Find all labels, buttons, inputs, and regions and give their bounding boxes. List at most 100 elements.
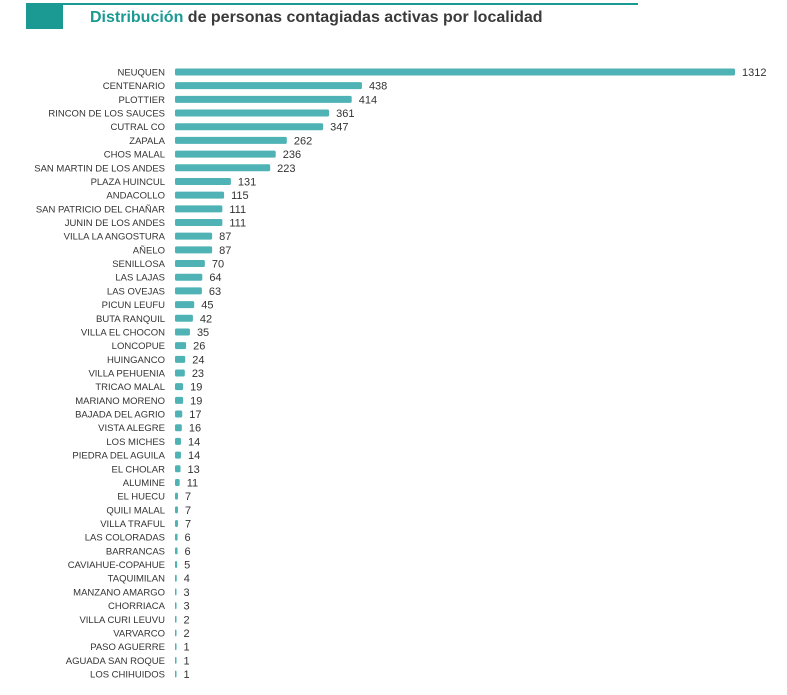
category-label: BUTA RANQUIL [96, 314, 165, 325]
chart-title-accent: Distribución [90, 9, 184, 26]
bar [175, 232, 213, 240]
bar [175, 424, 182, 432]
value-label: 26 [193, 341, 205, 353]
bar [175, 574, 177, 582]
bar [175, 342, 187, 350]
category-label: SENILLOSA [112, 259, 165, 270]
value-label: 3 [184, 587, 190, 599]
value-label: 5 [184, 560, 190, 572]
value-label: 7 [185, 491, 191, 503]
bar [175, 410, 183, 418]
category-label: CUTRAL CO [110, 122, 165, 133]
bar [175, 478, 180, 486]
bar [175, 191, 225, 199]
category-label: TRICAO MALAL [95, 382, 165, 393]
category-label: LAS LAJAS [115, 273, 165, 284]
category-label: AÑELO [133, 245, 165, 256]
category-label: VARVARCO [113, 628, 165, 639]
category-label: VILLA TRAFUL [100, 519, 165, 530]
value-label: 63 [209, 286, 221, 298]
bar [175, 533, 178, 541]
bar [175, 150, 276, 158]
value-label: 87 [219, 231, 231, 243]
bar [175, 246, 213, 254]
bar [175, 506, 178, 514]
bar [175, 643, 177, 651]
category-label: SAN MARTIN DE LOS ANDES [34, 163, 165, 174]
bar [175, 656, 177, 664]
category-label: TAQUIMILAN [108, 574, 165, 585]
value-label: 1 [184, 642, 190, 654]
value-label: 35 [197, 327, 209, 339]
category-label: PLOTTIER [119, 95, 166, 106]
value-label: 131 [238, 176, 256, 188]
value-label: 24 [192, 354, 204, 366]
bar [175, 547, 178, 555]
value-label: 7 [185, 519, 191, 531]
bar [175, 588, 177, 596]
category-label: LAS COLORADAS [85, 533, 165, 544]
category-label: LOS CHIHUIDOS [90, 670, 165, 681]
value-label: 6 [185, 532, 191, 544]
bar [175, 287, 202, 295]
bar [175, 602, 177, 610]
category-label: LONCOPUE [112, 341, 165, 352]
value-label: 14 [188, 450, 200, 462]
category-label: ZAPALA [129, 136, 165, 147]
value-label: 2 [184, 628, 190, 640]
value-label: 6 [185, 546, 191, 558]
bar [175, 219, 223, 226]
category-label: ANDACOLLO [106, 191, 165, 202]
category-label: VILLA LA ANGOSTURA [64, 232, 166, 243]
value-label: 70 [212, 259, 224, 271]
value-label: 17 [189, 409, 201, 421]
value-label: 87 [219, 245, 231, 257]
category-label: BARRANCAS [106, 546, 165, 557]
bar [175, 164, 271, 172]
category-label: SAN PATRICIO DEL CHAÑAR [36, 204, 165, 215]
value-label: 4 [184, 573, 190, 585]
bar [175, 68, 735, 76]
value-label: 347 [330, 122, 348, 134]
bar [175, 670, 177, 678]
category-label: VILLA PEHUENIA [88, 369, 165, 380]
bar [175, 520, 178, 527]
category-label: VILLA CURI LEUVU [79, 615, 165, 626]
bar [175, 273, 203, 281]
header-accent-block [26, 3, 63, 29]
bar [175, 205, 223, 213]
value-label: 11 [187, 477, 198, 489]
value-label: 1312 [742, 67, 766, 79]
category-label: CHORRIACA [108, 601, 166, 612]
category-label: PLAZA HUINCUL [91, 177, 165, 188]
bar [175, 328, 190, 336]
value-label: 23 [192, 368, 204, 380]
value-label: 19 [190, 395, 202, 407]
bar [175, 177, 231, 185]
value-label: 223 [277, 163, 295, 175]
value-label: 14 [188, 436, 200, 448]
bar [175, 492, 178, 500]
value-label: 42 [200, 313, 212, 325]
value-label: 64 [209, 272, 221, 284]
bar [175, 123, 324, 131]
category-label: HUINGANCO [107, 355, 165, 366]
value-label: 7 [185, 505, 191, 517]
category-label: LOS MICHES [106, 437, 165, 448]
category-label: CENTENARIO [103, 81, 165, 92]
bar [175, 615, 177, 623]
value-label: 16 [189, 423, 201, 435]
category-label: BAJADA DEL AGRIO [75, 410, 165, 421]
category-label: VISTA ALEGRE [98, 423, 165, 434]
value-label: 236 [283, 149, 301, 161]
category-label: JUNIN DE LOS ANDES [65, 218, 165, 229]
value-label: 438 [369, 81, 387, 93]
bar [175, 136, 287, 144]
category-label: EL CHOLAR [112, 464, 166, 475]
value-label: 361 [336, 108, 354, 120]
bar [175, 629, 177, 637]
category-label: MANZANO AMARGO [73, 587, 165, 598]
value-label: 262 [294, 135, 312, 147]
bar [175, 82, 362, 90]
bar [175, 355, 186, 363]
